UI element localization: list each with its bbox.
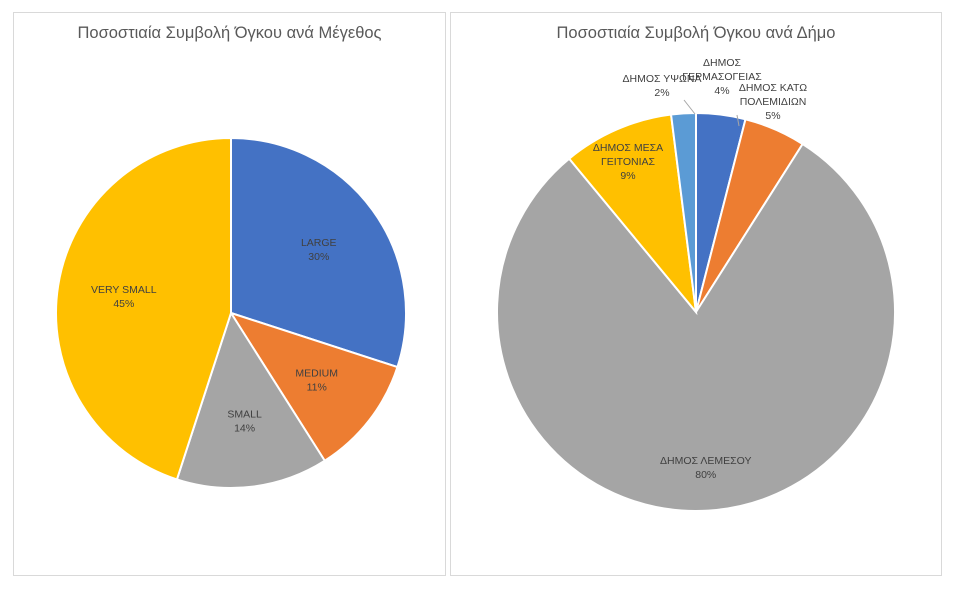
pie-slice-label-4: ΔΗΜΟΣ ΥΨΩΝΑ (623, 73, 702, 85)
pie-slice-3 (567, 113, 698, 316)
pie-slice-value-4: 2% (654, 87, 669, 99)
pie-slice-2 (175, 310, 327, 489)
pie-slice-value-2: 80% (695, 469, 716, 481)
pie-slice-label-2: ΔΗΜΟΣ ΛΕΜΕΣΟΥ (660, 455, 751, 467)
pie-slice-value-2: 14% (234, 423, 255, 435)
chart-panel-by-municipality: Ποσοστιαία Συμβολή Όγκου ανά Δήμο ΔΗΜΟΣ Γ… (450, 12, 942, 576)
pie-slice-3 (55, 136, 232, 481)
pie-slice-1 (228, 311, 399, 463)
chart-title-by-size: Ποσοστιαία Συμβολή Όγκου ανά Μέγεθος (77, 24, 382, 42)
pie-chart-by-size: LARGE 30% MEDIUM 11% SMALL 14% VERY SMALL 45% (55, 136, 407, 489)
pie-slice-4 (669, 111, 697, 313)
pie-slice-value-1: 5% (765, 110, 780, 122)
pie-slice-label-0: LARGE (301, 237, 337, 249)
leader-line-4 (683, 99, 696, 115)
pie-slice-value-3: 45% (113, 298, 134, 310)
pie-slice-label-1: ΔΗΜΟΣ ΚΑΤΩ ΠΟΛΕΜΙΔΙΩΝ (739, 82, 807, 108)
leader-line-1 (736, 114, 740, 127)
pie-slice-2 (496, 142, 896, 512)
pie-slice-label-3: ΔΗΜΟΣ ΜΕΣΑ ΓΕΙΤΟΝΙΑΣ (593, 142, 663, 168)
pie-slice-label-3: VERY SMALL (91, 284, 157, 296)
pie-slice-value-3: 9% (620, 170, 635, 182)
pie-slice-value-1: 11% (307, 382, 327, 394)
chart-panel-by-size: Ποσοστιαία Συμβολή Όγκου ανά Μέγεθος LAR… (13, 12, 446, 576)
pie-slice-0 (230, 136, 407, 369)
pie-chart-by-municipality: ΔΗΜΟΣ ΓΕΡΜΑΣΟΓΕΙΑΣ 4% ΔΗΜΟΣ ΚΑΤΩ ΠΟΛΕΜΙΔΙΩΝ 5… (496, 57, 896, 512)
pie-slice-label-1: MEDIUM (295, 368, 338, 380)
chart-title-by-municipality: Ποσοστιαία Συμβολή Όγκου ανά Δήμο (556, 24, 836, 42)
pie-slice-value-0: 4% (714, 85, 729, 97)
pie-slice-value-0: 30% (308, 251, 329, 263)
pie-slice-label-0: ΔΗΜΟΣ ΓΕΡΜΑΣΟΓΕΙΑΣ (682, 57, 762, 83)
pie-slice-label-2: SMALL (227, 409, 262, 421)
